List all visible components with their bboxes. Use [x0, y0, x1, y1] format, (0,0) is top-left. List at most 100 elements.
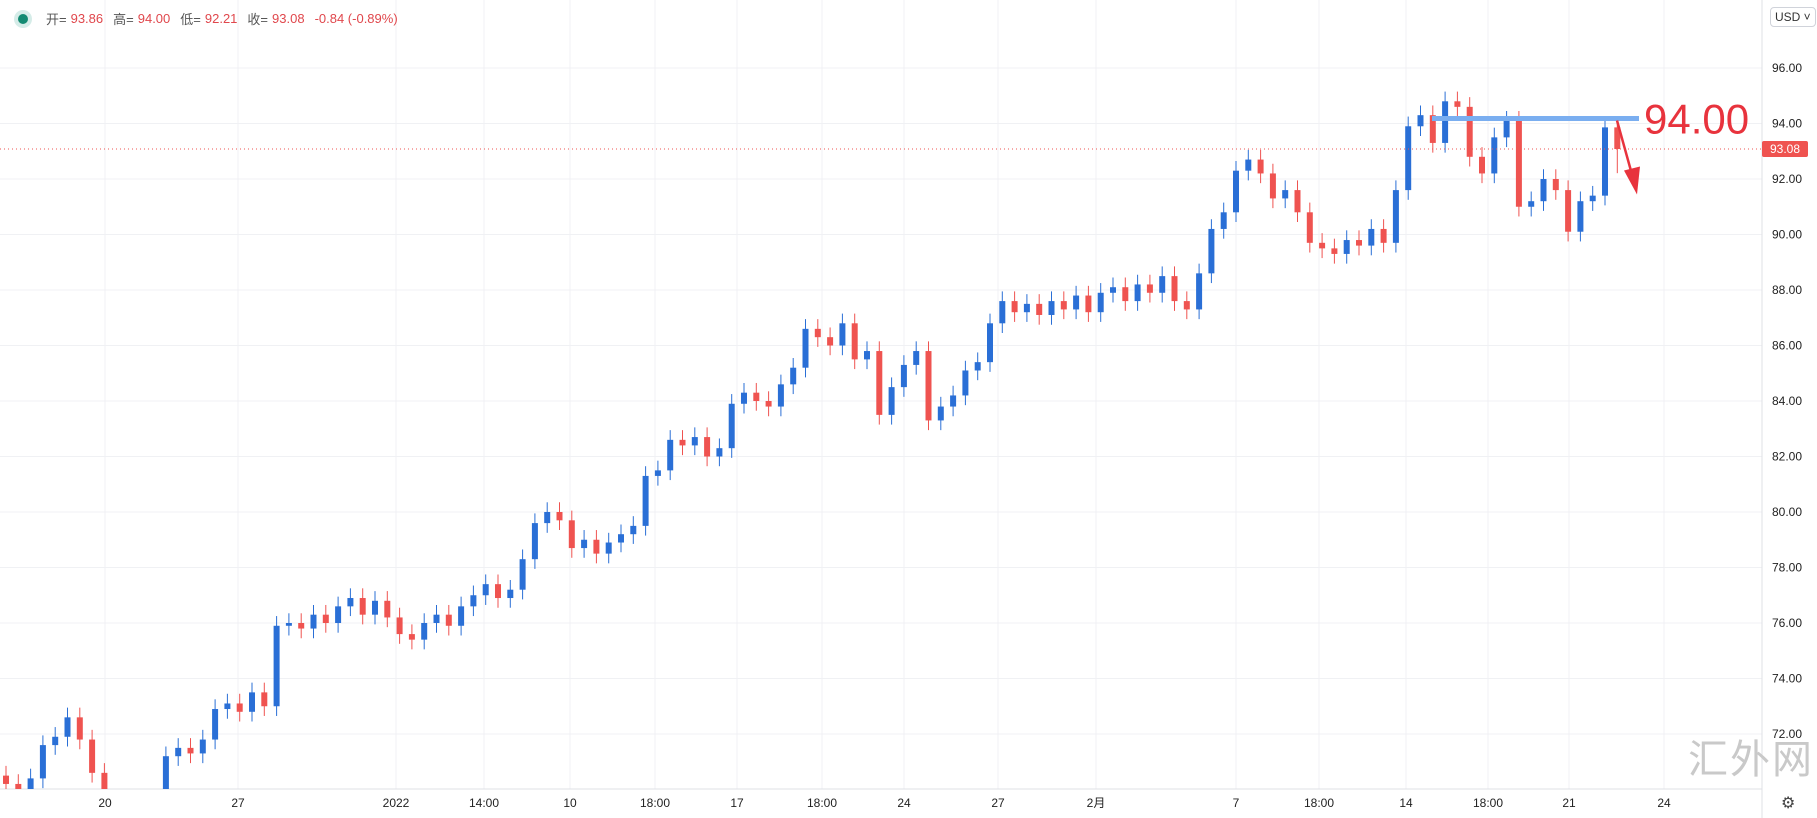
candle-up: [1233, 170, 1239, 213]
candle-up: [716, 448, 723, 457]
candle-up: [1097, 292, 1104, 313]
candle-up: [1417, 115, 1424, 127]
candle-down: [1146, 284, 1153, 293]
candle-down: [359, 598, 366, 615]
x-tick-label: 27: [231, 796, 245, 810]
candle-up: [630, 525, 637, 535]
candle-down: [1171, 276, 1178, 302]
candle-up: [1245, 159, 1252, 171]
candle-down: [76, 717, 83, 740]
watermark: 汇外网: [1688, 737, 1814, 783]
candle-up: [642, 475, 649, 526]
candle-up: [347, 598, 354, 607]
candle-down: [1011, 301, 1018, 313]
y-tick-label: 84.00: [1772, 394, 1802, 408]
candle-down: [704, 437, 711, 457]
candle-up: [987, 323, 993, 363]
candle-up: [581, 539, 588, 549]
candle-up: [888, 387, 895, 415]
candle-down: [556, 512, 563, 521]
x-tick-label: 18:00: [1304, 796, 1334, 810]
x-tick-label: 18:00: [640, 796, 670, 810]
down-arrow-icon: [1615, 120, 1634, 175]
candle-down: [89, 739, 96, 773]
candle-up: [199, 739, 206, 754]
candle-down: [1331, 248, 1338, 254]
close-value: 93.08: [272, 11, 305, 26]
candle-up: [937, 406, 944, 421]
y-tick-label: 86.00: [1772, 339, 1802, 353]
candle-up: [531, 523, 538, 560]
candle-up: [999, 301, 1006, 324]
candle-down: [1306, 212, 1313, 243]
close-label: 收=: [247, 12, 269, 27]
candle-down: [765, 401, 772, 407]
candle-up: [433, 614, 440, 623]
x-tick-label: 17: [730, 796, 744, 810]
x-tick-label: 2月: [1087, 796, 1106, 810]
candle-up: [310, 614, 317, 629]
x-tick-label: 24: [1657, 796, 1671, 810]
candle-up: [864, 351, 870, 360]
candle-up: [1491, 137, 1498, 174]
candle-up: [421, 623, 428, 640]
current-price-badge: [1762, 141, 1808, 158]
candle-up: [1023, 303, 1030, 313]
candle-up: [372, 600, 378, 615]
candle-down: [1036, 303, 1043, 315]
candle-up: [1392, 190, 1399, 243]
x-tick-label: 14:00: [469, 796, 499, 810]
candle-up: [64, 717, 71, 737]
candle-down: [593, 539, 600, 554]
y-tick-label: 88.00: [1772, 283, 1802, 297]
candle-down: [3, 775, 9, 784]
resistance-level-label: 94.00: [1644, 96, 1749, 143]
candle-up: [273, 625, 280, 707]
candle-down: [1466, 106, 1473, 157]
candle-up: [249, 692, 255, 712]
candle-up: [1528, 201, 1535, 207]
candle-down: [827, 337, 834, 346]
candles-group: [3, 91, 1621, 789]
candle-down: [1294, 190, 1301, 213]
candle-down: [15, 783, 22, 789]
candle-up: [27, 778, 34, 789]
y-tick-label: 74.00: [1772, 672, 1802, 686]
candle-up: [1503, 120, 1510, 138]
x-tick-label: 2022: [383, 796, 410, 810]
candle-up: [212, 709, 219, 740]
settings-gear-icon[interactable]: ⚙: [1781, 795, 1796, 812]
x-tick-label: 21: [1562, 796, 1576, 810]
open-value: 93.86: [70, 11, 104, 26]
low-value: 92.21: [204, 11, 238, 26]
candle-down: [298, 623, 305, 629]
y-tick-label: 90.00: [1772, 228, 1802, 242]
candle-up: [458, 606, 465, 626]
candle-down: [1614, 127, 1621, 150]
candle-up: [224, 703, 231, 710]
currency-button[interactable]: USD ˅: [1770, 7, 1816, 27]
status-dot-icon: [18, 13, 28, 24]
candle-up: [667, 439, 674, 471]
candle-down: [495, 584, 501, 599]
candle-down: [925, 351, 932, 421]
candle-up: [285, 623, 292, 626]
candle-up: [741, 392, 747, 404]
candle-down: [1515, 120, 1522, 207]
candle-down: [1183, 301, 1190, 310]
candle-up: [1368, 228, 1375, 246]
y-tick-label: 82.00: [1772, 450, 1802, 464]
candle-up: [1602, 127, 1608, 196]
candle-up: [1073, 295, 1080, 310]
high-label: 高=: [113, 12, 134, 27]
candle-up: [839, 323, 846, 346]
candle-down: [236, 703, 243, 712]
candle-up: [1134, 284, 1141, 302]
low-label: 低=: [180, 12, 201, 27]
candle-down: [396, 617, 403, 635]
candle-up: [1442, 101, 1449, 143]
x-tick-label: 27: [991, 796, 1005, 810]
candle-up: [777, 384, 784, 407]
candle-down: [876, 351, 883, 415]
